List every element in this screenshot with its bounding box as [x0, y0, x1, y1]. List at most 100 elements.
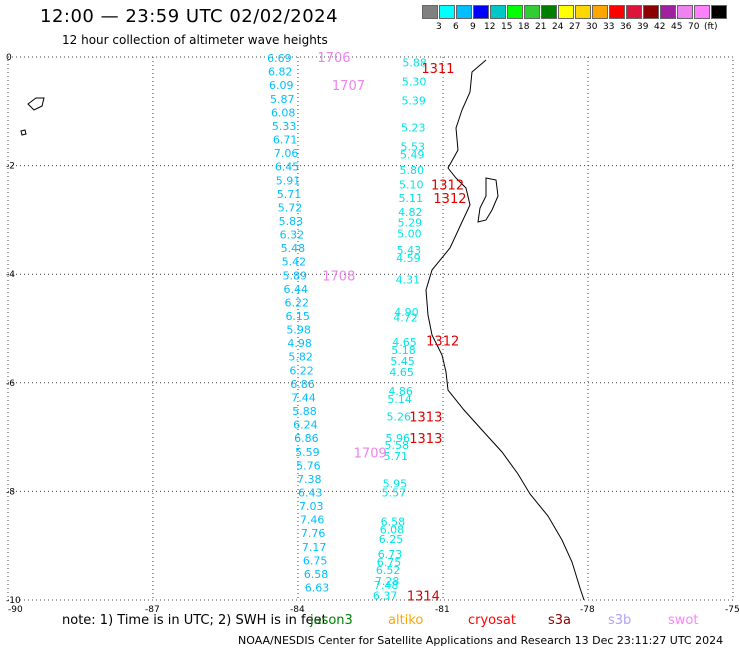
- legend-swatch: [626, 5, 642, 19]
- wave-height-value: 7.76: [301, 527, 326, 540]
- legend-label: 9: [470, 22, 476, 32]
- y-tick-label: -2: [6, 162, 15, 172]
- wave-height-value: 6.63: [305, 582, 330, 595]
- legend-label: 42: [654, 22, 666, 32]
- wave-height-value: 6.15: [285, 310, 310, 323]
- wave-height-value: 5.57: [382, 486, 407, 499]
- wave-height-value: 5.42: [282, 256, 307, 269]
- legend-label: 70: [688, 22, 700, 32]
- map-subtitle: 12 hour collection of altimeter wave hei…: [62, 33, 328, 47]
- wave-height-value: 5.53: [400, 141, 425, 154]
- wave-height-value: 6.43: [298, 486, 323, 499]
- wave-height-value: 6.58: [381, 515, 406, 528]
- wave-height-value: 6.58: [304, 568, 329, 581]
- y-tick-label: -6: [6, 379, 15, 389]
- legend-label: 3: [436, 22, 442, 32]
- legend-label: 45: [671, 22, 683, 32]
- pass-time-label: 1312: [426, 334, 459, 349]
- wave-height-value: 5.80: [400, 164, 425, 177]
- y-tick-label: -10: [6, 596, 21, 606]
- legend-swatch: [711, 5, 727, 19]
- pass-time-labels: 1706170717081709131113121312131213131313…: [317, 51, 466, 605]
- credit-line: NOAA/NESDIS Center for Satellite Applica…: [238, 634, 724, 647]
- pass-time-label: 1314: [407, 590, 440, 605]
- legend-swatch: [660, 5, 676, 19]
- wave-height-value: 4.65: [392, 336, 417, 349]
- legend-label: 30: [586, 22, 598, 32]
- wave-height-value: 4.65: [389, 366, 414, 379]
- wave-height-value: 7.17: [302, 541, 327, 554]
- legend-label: 6: [453, 22, 459, 32]
- wave-height-value: 6.75: [303, 554, 328, 567]
- legend-swatch: [422, 5, 438, 19]
- legend-swatch: [456, 5, 472, 19]
- map-title: 12:00 — 23:59 UTC 02/02/2024: [40, 6, 339, 27]
- wave-height-value: 6.69: [267, 52, 292, 65]
- wave-height-value: 4.98: [287, 337, 312, 350]
- wave-height-value: 5.98: [286, 324, 311, 337]
- footnote: note: 1) Time is in UTC; 2) SWH is in fe…: [62, 613, 327, 628]
- wave-height-value: 7.28: [375, 575, 400, 588]
- wave-height-value: 5.30: [402, 75, 427, 88]
- wave-height-value: 6.08: [271, 106, 296, 119]
- galapagos-islet: [20, 129, 27, 136]
- wave-height-value: 6.86: [294, 432, 319, 445]
- legend-label: 18: [518, 22, 530, 32]
- satellite-name: swot: [668, 613, 699, 628]
- lat-lon-grid: [7, 56, 734, 601]
- pass-time-label: 1312: [433, 192, 466, 207]
- wave-height-value: 6.75: [377, 556, 402, 569]
- legend-label: 12: [484, 22, 496, 32]
- legend-swatch: [524, 5, 540, 19]
- wave-height-values: 6.696.826.095.876.085.336.717.066.455.91…: [267, 52, 427, 603]
- wave-height-value: 5.87: [270, 93, 295, 106]
- x-tick-label: -84: [290, 605, 305, 615]
- wave-height-value: 5.26: [386, 410, 411, 423]
- wave-height-value: 5.96: [386, 432, 411, 445]
- pass-time-label: 1709: [354, 446, 387, 461]
- wave-height-value: 5.88: [292, 405, 317, 418]
- wave-height-value: 7.46: [300, 514, 325, 527]
- wave-height-value: 7.38: [297, 473, 322, 486]
- wave-height-value: 5.72: [278, 201, 303, 214]
- pass-time-label: 1313: [409, 410, 442, 425]
- wave-height-value: 5.89: [283, 269, 308, 282]
- pass-time-label: 1313: [409, 432, 442, 447]
- wave-height-value: 5.39: [401, 94, 426, 107]
- satellite-name: s3a: [548, 613, 572, 628]
- x-tick-label: -90: [8, 605, 23, 615]
- pass-time-label: 1707: [332, 79, 365, 94]
- wave-height-value: 5.71: [277, 188, 302, 201]
- legend-swatch: [490, 5, 506, 19]
- x-tick-label: -78: [580, 605, 595, 615]
- wave-height-value: 5.71: [384, 450, 409, 463]
- pass-time-label: 1311: [421, 62, 454, 77]
- wave-height-value: 6.37: [373, 590, 398, 603]
- satellite-name: cryosat: [468, 613, 516, 628]
- x-tick-label: -87: [145, 605, 160, 615]
- wave-height-value: 4.59: [396, 252, 421, 265]
- wave-height-value: 5.00: [397, 227, 422, 240]
- legend-label: 33: [603, 22, 615, 32]
- wave-height-value: 4.72: [393, 312, 418, 325]
- legend-swatch: [694, 5, 710, 19]
- x-tick-label: -75: [725, 605, 740, 615]
- axis-tick-labels: -90 -87 -84 -81 -78 -75 0 -2 -4 -6 -8 -10: [6, 53, 740, 615]
- wave-height-value: 6.22: [284, 296, 309, 309]
- coastline: [20, 59, 585, 601]
- wave-height-value: 5.43: [397, 244, 422, 257]
- wave-height-value: 7.03: [299, 500, 324, 513]
- ecuador-peru-coastline: [425, 59, 585, 601]
- wave-height-value: 5.82: [288, 351, 313, 364]
- legend-swatch: [643, 5, 659, 19]
- wave-height-value: 6.73: [378, 548, 403, 561]
- satellite-name: s3b: [608, 613, 632, 628]
- y-tick-label: -8: [6, 487, 15, 497]
- wave-height-value: 5.49: [400, 149, 425, 162]
- legend-swatch: [439, 5, 455, 19]
- legend-label: 36: [620, 22, 632, 32]
- wave-height-value: 6.32: [280, 229, 305, 242]
- gulf-of-guayaquil-shore: [477, 177, 499, 223]
- legend-swatch: [558, 5, 574, 19]
